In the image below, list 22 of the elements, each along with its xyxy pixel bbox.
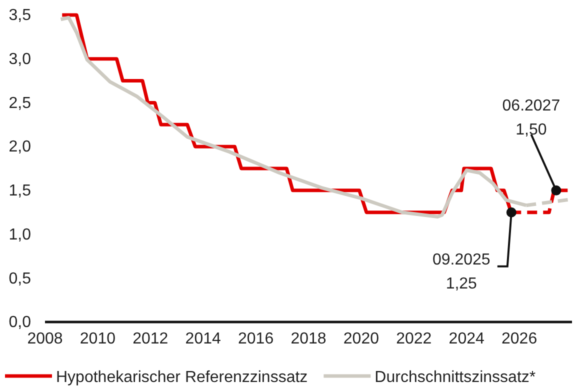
x-tick-label: 2026 bbox=[502, 330, 538, 348]
y-tick-label: 2,0 bbox=[8, 138, 32, 156]
legend-label: Hypothekarischer Referenzzinssatz bbox=[56, 369, 308, 386]
x-tick-label: 2008 bbox=[27, 330, 63, 348]
y-tick-label: 2,5 bbox=[8, 94, 32, 112]
annotation: 09.2025 1,25 bbox=[432, 251, 490, 292]
x-tick-label: 2014 bbox=[185, 330, 221, 348]
x-tick-label: 2016 bbox=[238, 330, 274, 348]
x-tick-label: 2024 bbox=[448, 330, 484, 348]
y-tick-label: 1,0 bbox=[8, 226, 32, 244]
x-tick-label: 2022 bbox=[396, 330, 432, 348]
y-tick-label: 3,5 bbox=[8, 7, 32, 24]
legend-label: Durchschnittszinssatz* bbox=[374, 369, 536, 386]
y-tick-label: 0,0 bbox=[8, 314, 32, 332]
x-tick-label: 2012 bbox=[132, 330, 168, 348]
y-tick-label: 0,5 bbox=[8, 270, 32, 288]
x-tick-label: 2018 bbox=[290, 330, 326, 348]
x-tick-label: 2010 bbox=[80, 330, 116, 348]
y-tick-label: 3,0 bbox=[8, 50, 32, 68]
y-tick-label: 1,5 bbox=[8, 182, 32, 200]
x-tick-label: 2020 bbox=[343, 330, 380, 348]
annotation: 06.2027 1,50 bbox=[502, 97, 560, 138]
